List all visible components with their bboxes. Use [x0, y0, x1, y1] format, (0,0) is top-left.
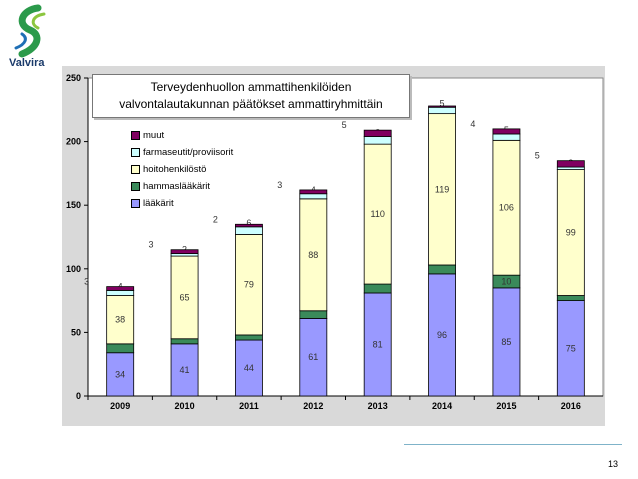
- bar-segment-muut: [299, 189, 328, 195]
- data-label: 10: [501, 277, 511, 287]
- data-label: 85: [501, 337, 511, 347]
- x-tick-label: 2013: [368, 401, 388, 411]
- bar-segment-muut: [428, 105, 456, 108]
- chart-area: 0501001502002502009347384320104146523201…: [62, 66, 605, 426]
- data-label: 6: [246, 218, 251, 228]
- chart-title-line1: Terveydenhuollon ammattihenkilöiden: [150, 80, 352, 94]
- bar-segment-hoitohenkilöstö: [363, 143, 392, 285]
- stacked-bar-chart: 0501001502002502009347384320104146523201…: [62, 66, 605, 426]
- legend-label: hoitohenkilöstö: [143, 164, 207, 175]
- chart-title-box: Terveydenhuollon ammattihenkilöiden valv…: [92, 74, 410, 118]
- data-label: 3: [277, 180, 282, 190]
- footer-divider: [404, 444, 622, 445]
- bar-segment-muut: [106, 286, 135, 291]
- bar-segment-hammaslääkärit: [428, 264, 456, 275]
- bar-segment-hoitohenkilöstö: [235, 234, 263, 336]
- data-label: 34: [115, 369, 125, 379]
- bar-segment-farmaseutit/proviisorit: [363, 136, 392, 145]
- legend-item: hoitohenkilöstö: [131, 161, 233, 178]
- page-number: 13: [608, 459, 619, 469]
- data-label: 44: [244, 363, 254, 373]
- data-label: 5: [342, 120, 347, 130]
- data-label: 2: [213, 214, 218, 224]
- data-label: 38: [115, 315, 125, 325]
- legend-label: farmaseutit/proviisorit: [143, 147, 234, 158]
- bar-segment-muut: [363, 129, 392, 137]
- data-label: 3: [84, 277, 89, 287]
- data-label: 99: [566, 228, 576, 238]
- bar-segment-hammaslääkärit: [106, 343, 135, 354]
- x-tick-label: 2014: [432, 401, 452, 411]
- data-label: 65: [180, 292, 190, 302]
- data-label: 119: [435, 184, 449, 194]
- chart-title-line2: valvontalautakunnan päätökset ammattiryh…: [119, 97, 383, 111]
- y-tick-label: 50: [71, 327, 81, 337]
- data-label: 4: [470, 119, 475, 129]
- logo-mark-icon: [14, 4, 46, 58]
- bar-segment-muut: [492, 128, 521, 135]
- data-label: 88: [308, 250, 318, 260]
- y-tick-label: 200: [66, 137, 81, 147]
- bar-segment-hoitohenkilöstö: [299, 198, 328, 312]
- x-tick-label: 2011: [239, 401, 259, 411]
- y-tick-label: 0: [76, 391, 81, 401]
- legend-swatch: [131, 199, 140, 208]
- bar-segment-hammaslääkärit: [299, 310, 328, 319]
- data-label: 106: [499, 203, 514, 213]
- bar-segment-lääkärit: [556, 300, 585, 397]
- y-tick-label: 150: [66, 200, 81, 210]
- legend-item: muut: [131, 127, 233, 144]
- legend-item: hammaslääkärit: [131, 178, 233, 195]
- x-tick-label: 2012: [303, 401, 323, 411]
- data-label: 81: [373, 339, 383, 349]
- legend-item: farmaseutit/proviisorit: [131, 144, 233, 161]
- data-label: 110: [371, 209, 385, 219]
- logo-text: Valvira: [9, 57, 45, 69]
- x-tick-label: 2010: [175, 401, 195, 411]
- y-tick-label: 250: [66, 73, 81, 83]
- legend-label: hammaslääkärit: [143, 181, 211, 192]
- bar-segment-lääkärit: [235, 339, 263, 397]
- bar-segment-hoitohenkilöstö: [106, 295, 135, 345]
- x-tick-label: 2016: [561, 401, 581, 411]
- bar-segment-lääkärit: [170, 343, 199, 397]
- data-label: 96: [437, 330, 447, 340]
- valvira-logo: [8, 4, 54, 74]
- legend-label: muut: [143, 130, 165, 141]
- bar-segment-muut: [235, 223, 263, 228]
- legend-swatch: [131, 131, 140, 140]
- bar-segment-muut: [556, 160, 585, 168]
- data-label: 5: [535, 151, 540, 161]
- bar-segment-lääkärit: [492, 287, 521, 397]
- data-label: 79: [244, 280, 254, 290]
- bar-segment-hammaslääkärit: [363, 283, 392, 294]
- bar-segment-hoitohenkilöstö: [556, 169, 585, 296]
- x-tick-label: 2015: [496, 401, 516, 411]
- bar-segment-lääkärit: [299, 318, 328, 397]
- data-label: 61: [308, 352, 318, 362]
- legend-swatch: [131, 165, 140, 174]
- bar-segment-hoitohenkilöstö: [170, 255, 199, 340]
- data-label: 5: [440, 98, 445, 108]
- chart-legend: muut farmaseutit/proviisorit hoitohenkilös…: [131, 127, 233, 212]
- y-tick-label: 100: [66, 264, 81, 274]
- bar-segment-lääkärit: [428, 273, 456, 397]
- legend-label: lääkärit: [143, 198, 174, 209]
- legend-swatch: [131, 148, 140, 157]
- bar-segment-hoitohenkilöstö: [428, 113, 456, 266]
- bar-segment-lääkärit: [363, 292, 392, 397]
- legend-item: lääkärit: [131, 195, 233, 212]
- data-label: 3: [149, 240, 154, 250]
- bar-segment-farmaseutit/proviisorit: [235, 226, 263, 235]
- data-label: 75: [566, 343, 576, 353]
- data-label: 41: [180, 365, 190, 375]
- x-tick-label: 2009: [110, 401, 130, 411]
- legend-swatch: [131, 182, 140, 191]
- bar-segment-muut: [170, 249, 199, 254]
